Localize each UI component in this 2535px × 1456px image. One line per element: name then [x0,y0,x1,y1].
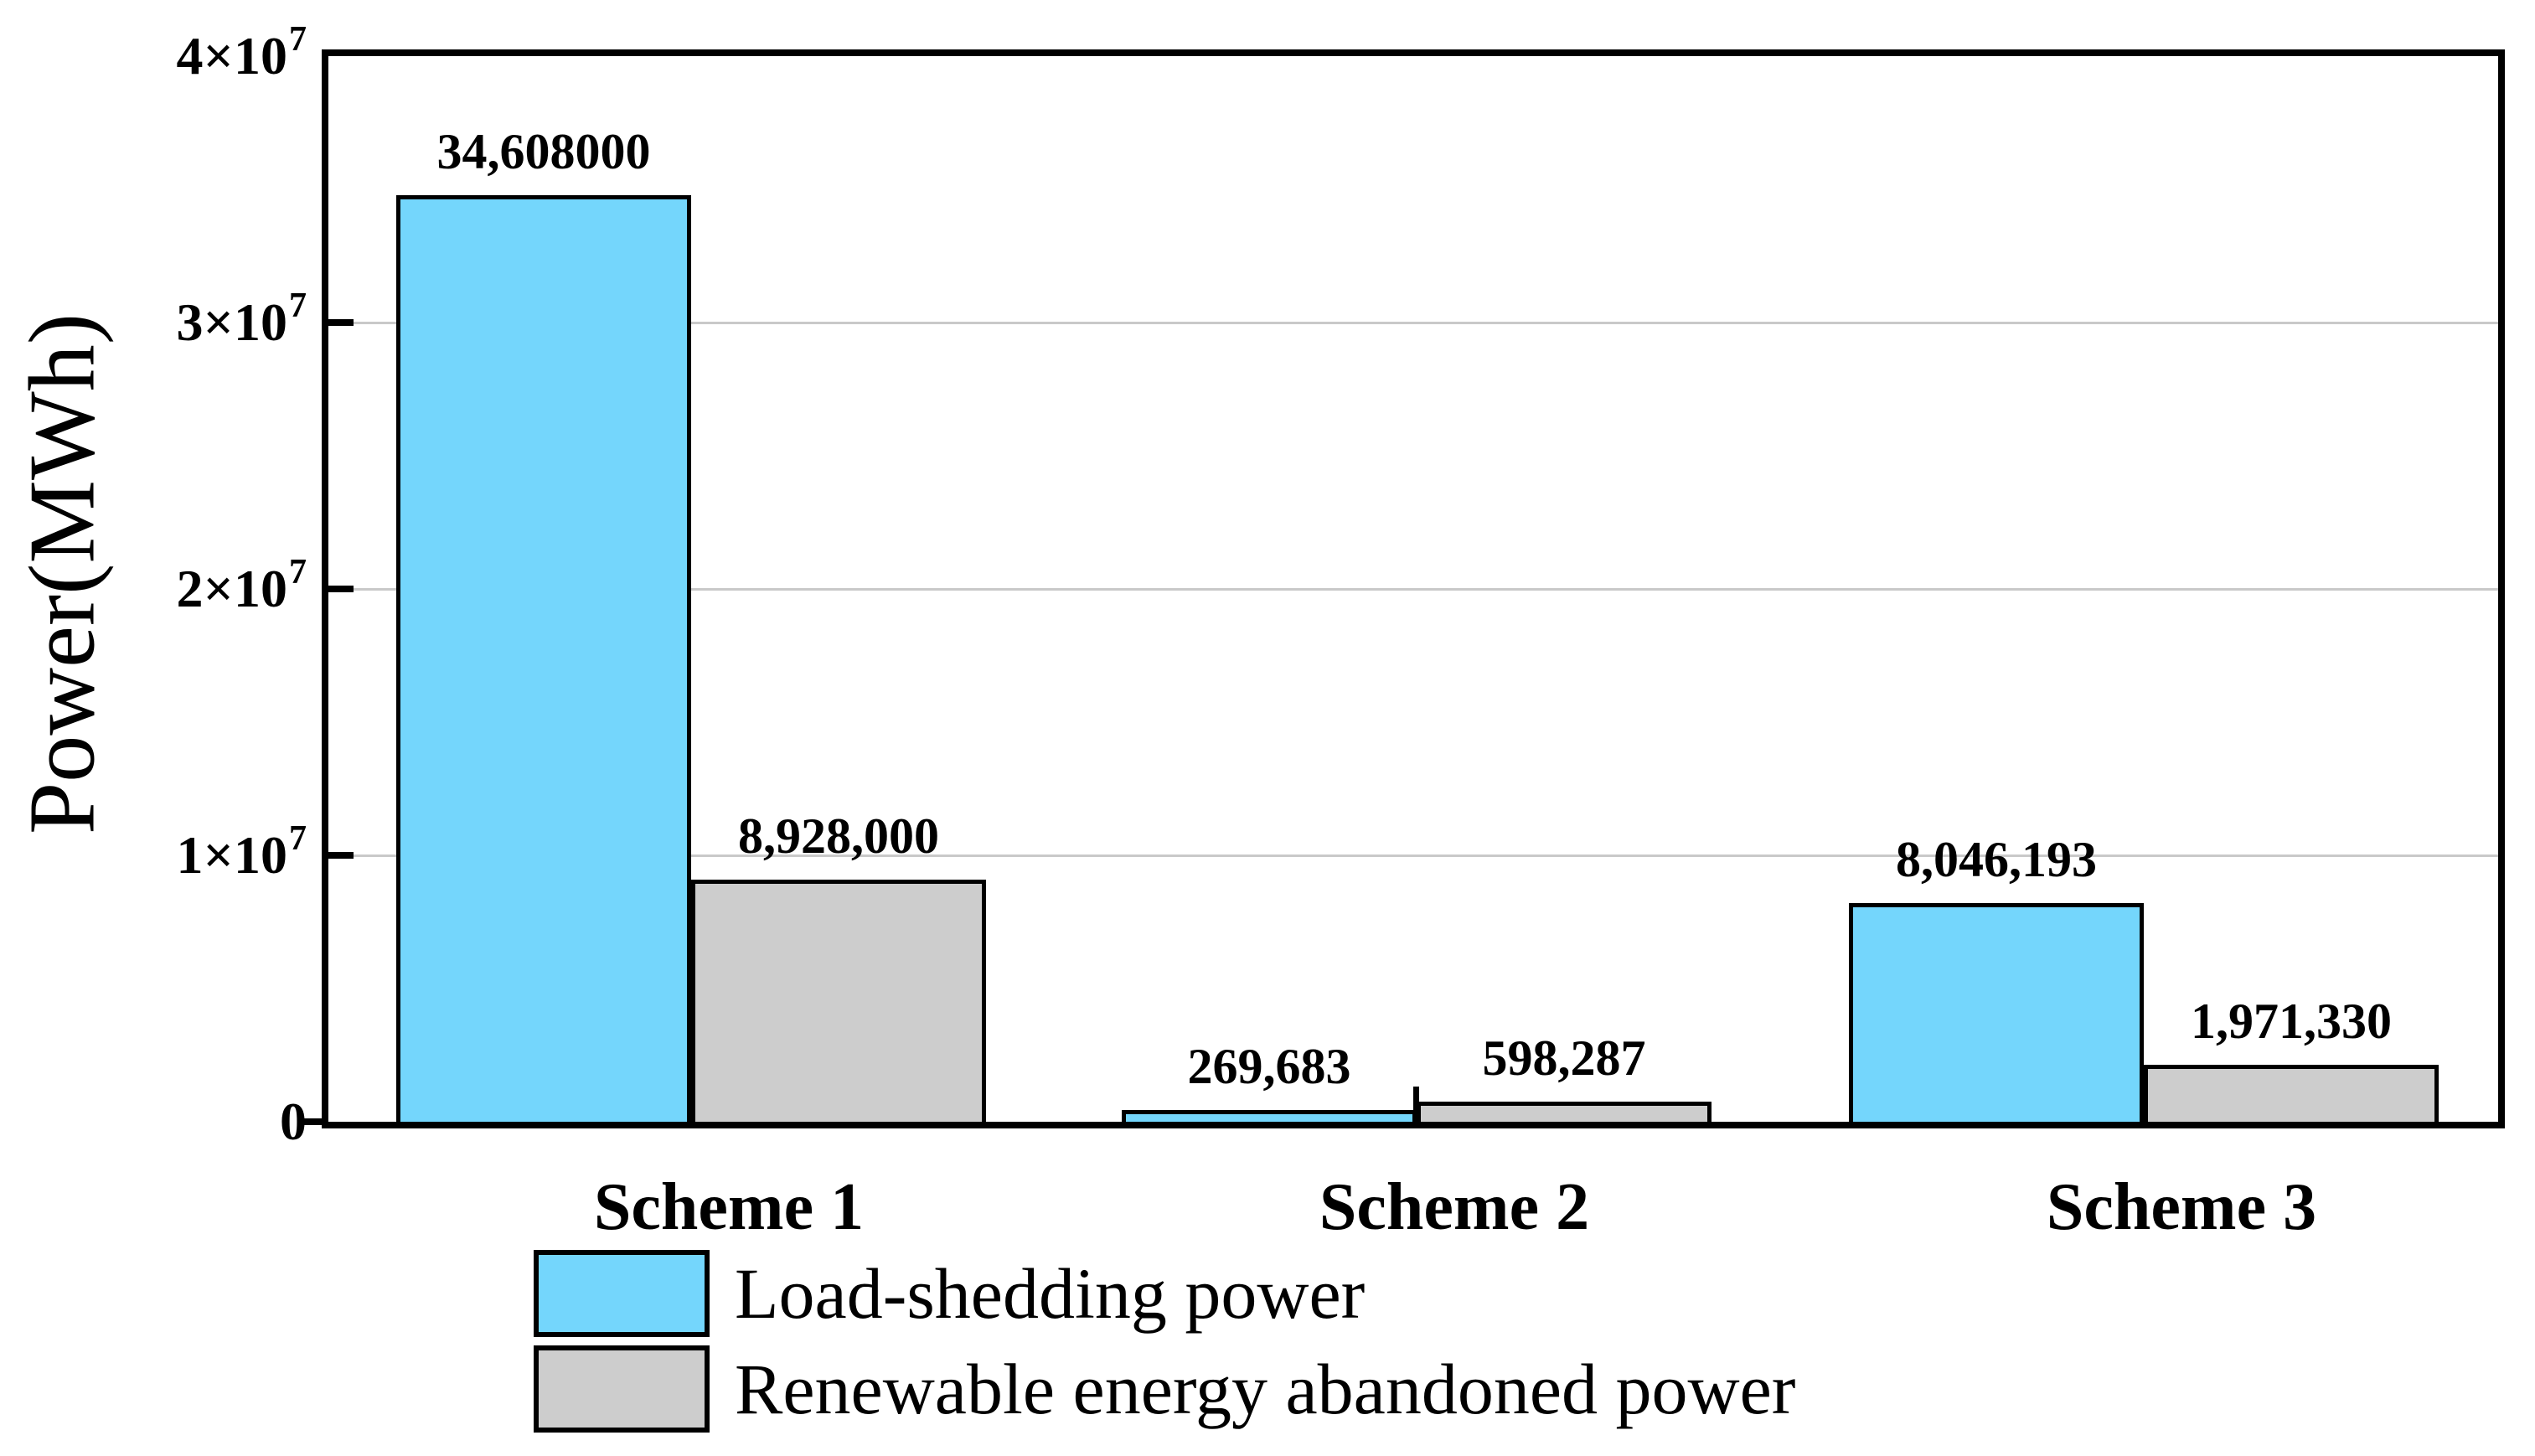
category-label-scheme-3: Scheme 3 [2046,1170,2317,1244]
y-tick-label-exponent: 7 [289,553,307,591]
plot-area: 34,608000 269,683 8,046,193 8,928,000 598,28… [300,49,2505,1128]
x-axis-tick-scheme-3 [2140,1087,2146,1122]
bar-renewable-energy-abandoned-power-scheme-3 [2144,1065,2439,1122]
legend: Load-shedding power Renewable energy aban… [534,1250,1795,1433]
value-label-renewable-energy-abandoned-power-scheme-1: 8,928,000 [738,808,939,864]
bar-load-shedding-power-scheme-1 [396,195,691,1122]
legend-swatch-load-shedding-power [534,1250,710,1337]
y-axis-tick [328,586,354,592]
legend-swatch-renewable-energy-abandoned-power [534,1345,710,1433]
value-label-load-shedding-power-scheme-1: 34,608000 [436,124,651,179]
y-tick-label-4-107: 4×107 [0,18,307,94]
y-tick-label-base: 2×10 [176,559,287,618]
gridline-30000000 [328,322,2498,324]
legend-label-renewable-energy-abandoned-power: Renewable energy abandoned power [735,1349,1796,1429]
y-axis-tick [328,319,354,326]
x-axis-tick-scheme-2 [1413,1087,1419,1122]
y-axis-tick [328,852,354,859]
legend-label-load-shedding-power: Load-shedding power [735,1253,1366,1334]
y-tick-label-exponent: 7 [289,20,307,59]
y-tick-label-exponent: 7 [289,819,307,858]
y-tick-label-exponent: 7 [289,287,307,325]
y-tick-label-0: 0 [0,1084,307,1159]
y-tick-label-base: 1×10 [176,825,287,885]
y-tick-label-1-107: 1×107 [0,818,307,893]
gridline-10000000 [328,854,2498,857]
legend-item-renewable-energy-abandoned-power: Renewable energy abandoned power [534,1345,1795,1433]
category-label-scheme-1: Scheme 1 [593,1170,865,1244]
value-label-renewable-energy-abandoned-power-scheme-3: 1,971,330 [2191,994,2392,1049]
y-axis-tick-zero [300,1118,322,1125]
x-axis-tick-scheme-1 [688,1087,694,1122]
y-tick-label-base: 4×10 [176,26,287,85]
bar-renewable-energy-abandoned-power-scheme-1 [691,880,986,1122]
y-tick-label-3-107: 3×107 [0,285,307,360]
value-label-renewable-energy-abandoned-power-scheme-2: 598,287 [1482,1030,1646,1086]
legend-item-load-shedding-power: Load-shedding power [534,1250,1795,1337]
value-label-load-shedding-power-scheme-2: 269,683 [1187,1039,1351,1094]
value-label-load-shedding-power-scheme-3: 8,046,193 [1896,832,2097,887]
bar-load-shedding-power-scheme-3 [1849,903,2144,1122]
gridline-20000000 [328,588,2498,591]
bar-renewable-energy-abandoned-power-scheme-2 [1417,1102,1712,1122]
category-label-scheme-2: Scheme 2 [1319,1170,1590,1244]
y-tick-label-2-107: 2×107 [0,551,307,627]
bar-load-shedding-power-scheme-2 [1122,1110,1417,1122]
y-tick-label-base: 3×10 [176,292,287,352]
